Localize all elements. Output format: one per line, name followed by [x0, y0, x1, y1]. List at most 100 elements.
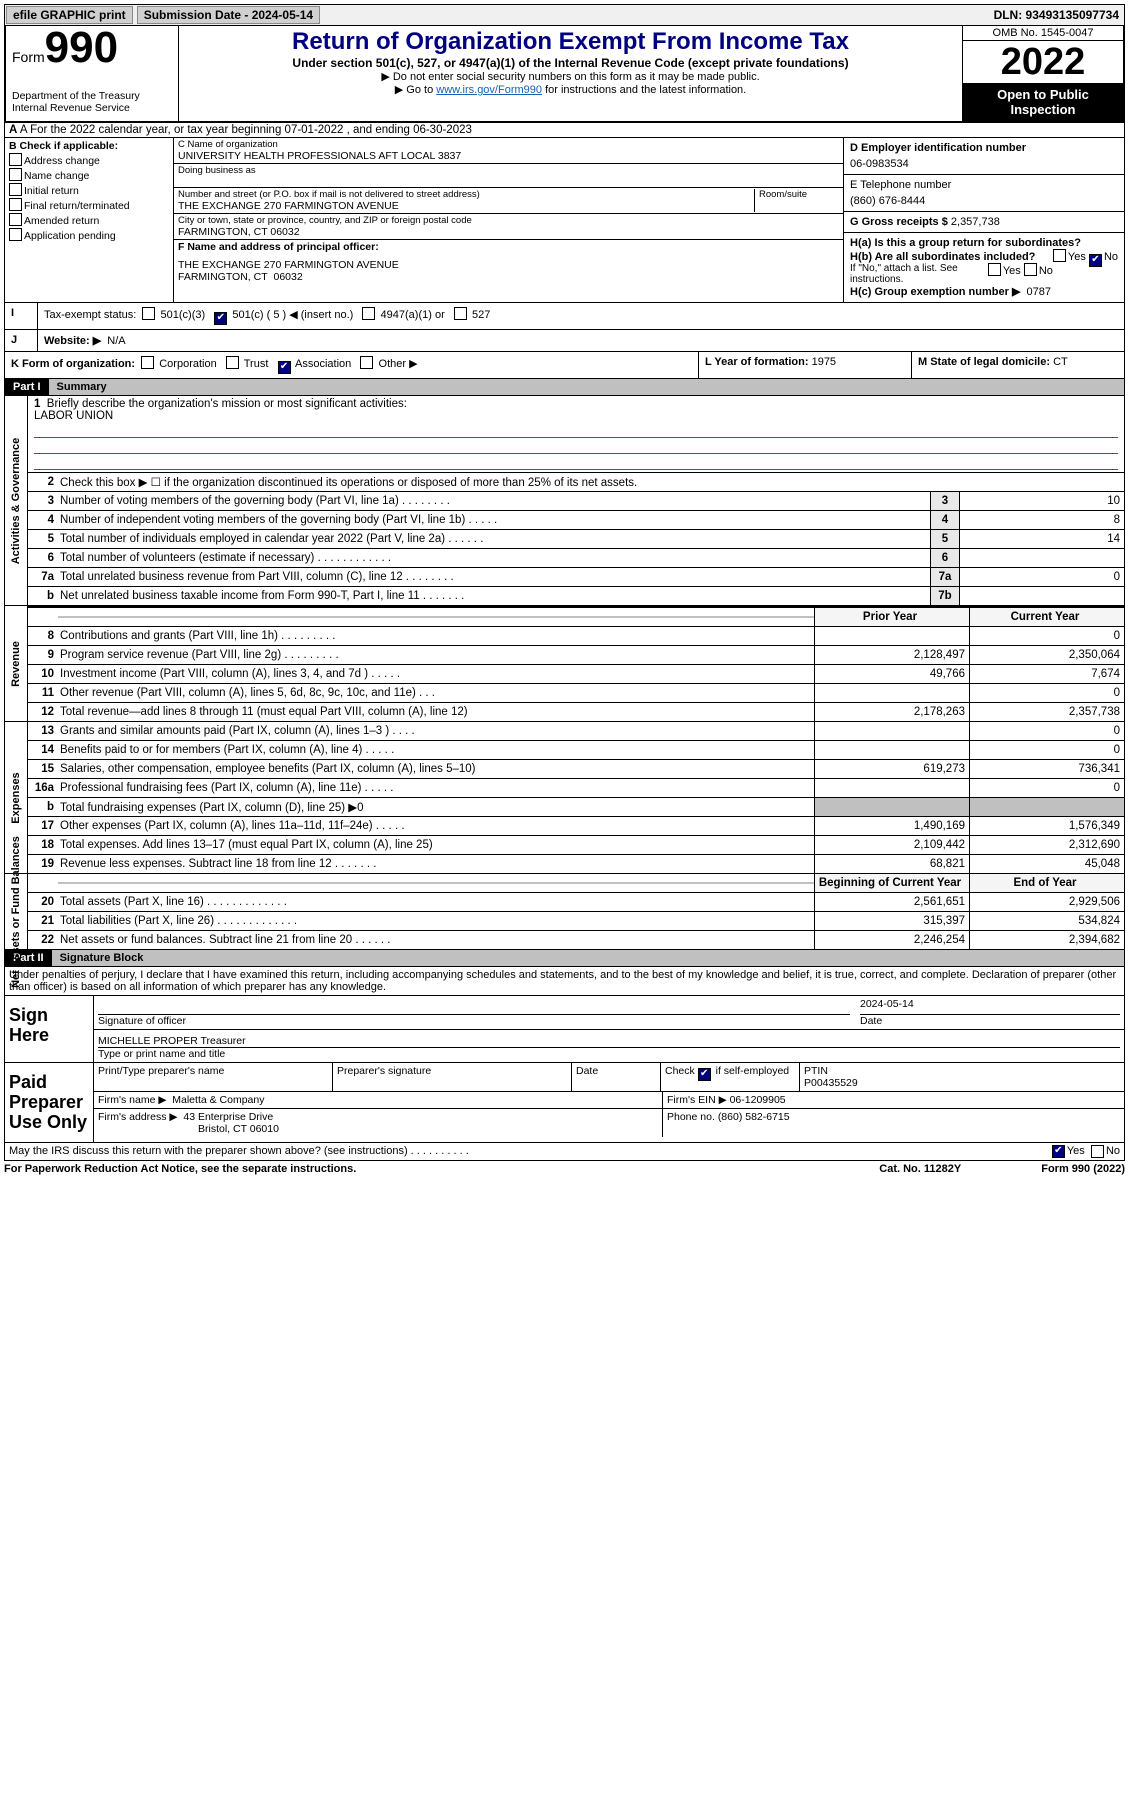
domicile-value: CT [1053, 356, 1068, 368]
hb-label: H(b) Are all subordinates included? [850, 251, 1035, 263]
side-revenue: Revenue [5, 606, 28, 721]
part1-title: Summary [49, 379, 1124, 395]
submission-button[interactable]: Submission Date - 2024-05-14 [137, 6, 320, 24]
efile-button[interactable]: efile GRAPHIC print [6, 6, 133, 24]
city-label: City or town, state or province, country… [178, 215, 839, 226]
cb-501c5[interactable]: 501(c) ( 5 ) ◀ (insert no.) [232, 309, 353, 321]
firm-name-label: Firm's name ▶ [98, 1094, 166, 1106]
paid-preparer-label: Paid Preparer Use Only [5, 1063, 93, 1142]
prep-selfemp[interactable]: Check ✔ if self-employed [665, 1065, 789, 1077]
gov-row: 3Number of voting members of the governi… [28, 492, 1124, 511]
fin-row: 11Other revenue (Part VIII, column (A), … [28, 684, 1124, 703]
room-label: Room/suite [754, 189, 839, 212]
year-cell: OMB No. 1545-0047 2022 Open to Public In… [962, 26, 1123, 121]
ein-value: 06-0983534 [850, 158, 1118, 170]
row-k-org: K Form of organization: Corporation Trus… [4, 352, 1125, 379]
note-link: ▶ Go to www.irs.gov/Form990 for instruct… [185, 83, 956, 96]
ha-yes[interactable]: Yes [1068, 251, 1086, 263]
fin-row: 8Contributions and grants (Part VIII, li… [28, 627, 1124, 646]
org-name: UNIVERSITY HEALTH PROFESSIONALS AFT LOCA… [178, 150, 839, 162]
ha-no[interactable]: No [1104, 251, 1118, 263]
gov-row: 7aTotal unrelated business revenue from … [28, 568, 1124, 587]
org-name-label: C Name of organization [178, 139, 839, 150]
mission-label: Briefly describe the organization's miss… [47, 398, 407, 410]
gov-row: bNet unrelated business taxable income f… [28, 587, 1124, 605]
discuss-no[interactable]: No [1106, 1145, 1120, 1158]
fin-row: 12Total revenue—add lines 8 through 11 (… [28, 703, 1124, 721]
form-number-cell: Form990 Department of the TreasuryIntern… [6, 26, 179, 121]
cb-initial[interactable]: Initial return [9, 183, 169, 197]
part2-header: Part II Signature Block [4, 950, 1125, 967]
sign-here-label: Sign Here [5, 996, 93, 1062]
gov-row: 4Number of independent voting members of… [28, 511, 1124, 530]
cb-amended[interactable]: Amended return [9, 213, 169, 227]
col-b-checkboxes: B Check if applicable: Address change Na… [5, 138, 174, 302]
side-net-assets: Net Assets or Fund Balances [5, 874, 28, 949]
mission-row: 1 Briefly describe the organization's mi… [28, 396, 1124, 473]
top-bar: efile GRAPHIC print Submission Date - 20… [4, 4, 1125, 26]
row-j-letter: J [5, 330, 38, 351]
omb: OMB No. 1545-0047 [963, 26, 1123, 41]
hb-yes[interactable]: Yes [1003, 265, 1021, 277]
hc-value: 0787 [1027, 286, 1051, 298]
firm-ein-label: Firm's EIN ▶ [667, 1094, 727, 1106]
cb-527[interactable]: 527 [472, 309, 490, 321]
gross-value: 2,357,738 [951, 216, 1000, 228]
hb-no[interactable]: No [1039, 265, 1053, 277]
hc-label: H(c) Group exemption number ▶ [850, 286, 1020, 298]
city-value: FARMINGTON, CT 06032 [178, 226, 839, 238]
prep-date-hdr: Date [572, 1063, 661, 1091]
col-c-org: C Name of organization UNIVERSITY HEALTH… [174, 138, 843, 302]
fin-row: 18Total expenses. Add lines 13–17 (must … [28, 836, 1124, 855]
cb-assoc[interactable]: Association [295, 358, 351, 370]
hdr-end-year: End of Year [970, 874, 1124, 892]
firm-addr-label: Firm's address ▶ [98, 1111, 178, 1123]
mission-value: LABOR UNION [34, 410, 113, 422]
officer-addr: THE EXCHANGE 270 FARMINGTON AVENUEFARMIN… [178, 259, 839, 283]
fin-row: 17Other expenses (Part IX, column (A), l… [28, 817, 1124, 836]
discuss-yes[interactable]: Yes [1067, 1145, 1085, 1158]
website-label: Website: ▶ [44, 335, 101, 347]
row-i-status: I Tax-exempt status: 501(c)(3) ✔ 501(c) … [4, 303, 1125, 330]
cb-4947[interactable]: 4947(a)(1) or [381, 309, 445, 321]
irs-link[interactable]: www.irs.gov/Form990 [436, 84, 542, 96]
cb-other[interactable]: Other ▶ [379, 358, 418, 370]
sig-date-value: 2024-05-14 [860, 998, 1120, 1015]
hdr-begin-year: Beginning of Current Year [814, 874, 970, 892]
dept-text: Department of the TreasuryInternal Reven… [12, 90, 172, 114]
part1-num: Part I [5, 379, 49, 395]
gov-row: 5Total number of individuals employed in… [28, 530, 1124, 549]
cb-address[interactable]: Address change [9, 153, 169, 167]
hdr-current-year: Current Year [970, 608, 1124, 626]
pra-text: For Paperwork Reduction Act Notice, see … [4, 1163, 879, 1175]
year-formed-label: L Year of formation: [705, 356, 809, 368]
footer-final: For Paperwork Reduction Act Notice, see … [4, 1161, 1125, 1177]
governance-block: Activities & Governance 1 Briefly descri… [4, 396, 1125, 606]
part2-title: Signature Block [52, 950, 1124, 966]
cb-app-pending[interactable]: Application pending [9, 228, 169, 242]
form-number: 990 [45, 23, 118, 72]
sig-name-value: MICHELLE PROPER Treasurer [98, 1035, 1120, 1048]
firm-name-value: Maletta & Company [172, 1094, 264, 1106]
gross-label: G Gross receipts $ [850, 216, 948, 228]
fin-row: 13Grants and similar amounts paid (Part … [28, 722, 1124, 741]
cb-name[interactable]: Name change [9, 168, 169, 182]
row-j-website: J Website: ▶ N/A [4, 330, 1125, 352]
row-a-tax-year: A A For the 2022 calendar year, or tax y… [4, 123, 1125, 138]
cb-final[interactable]: Final return/terminated [9, 198, 169, 212]
cb-trust[interactable]: Trust [244, 358, 269, 370]
korg-label: K Form of organization: [11, 358, 135, 370]
title-cell: Return of Organization Exempt From Incom… [179, 26, 962, 121]
year-formed-value: 1975 [812, 356, 836, 368]
fin-row: 10Investment income (Part VIII, column (… [28, 665, 1124, 684]
cb-corp[interactable]: Corporation [159, 358, 216, 370]
firm-addr1: 43 Enterprise Drive [183, 1111, 273, 1123]
part1-header: Part I Summary [4, 379, 1125, 396]
ein-label: D Employer identification number [850, 142, 1118, 154]
cb-501c3[interactable]: 501(c)(3) [161, 309, 206, 321]
sig-officer-label: Signature of officer [98, 1015, 850, 1027]
firm-ein-value: 06-1209905 [730, 1094, 786, 1106]
street-label: Number and street (or P.O. box if mail i… [178, 189, 754, 200]
discuss-text: May the IRS discuss this return with the… [9, 1145, 1052, 1158]
prep-name-hdr: Print/Type preparer's name [94, 1063, 333, 1091]
